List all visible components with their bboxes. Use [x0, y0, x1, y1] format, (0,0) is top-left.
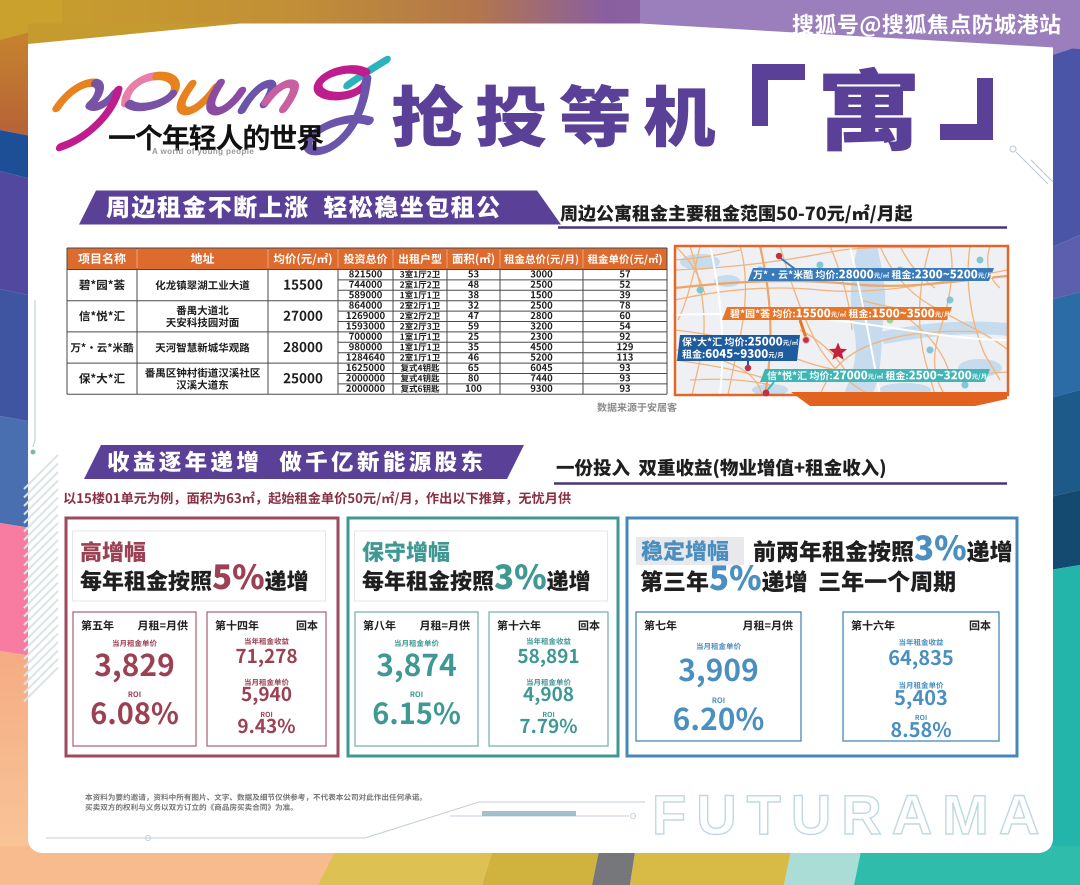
svg-text:FUTURAMA: FUTURAMA — [652, 783, 1049, 846]
svg-text:A world of young people: A world of young people — [152, 147, 254, 156]
